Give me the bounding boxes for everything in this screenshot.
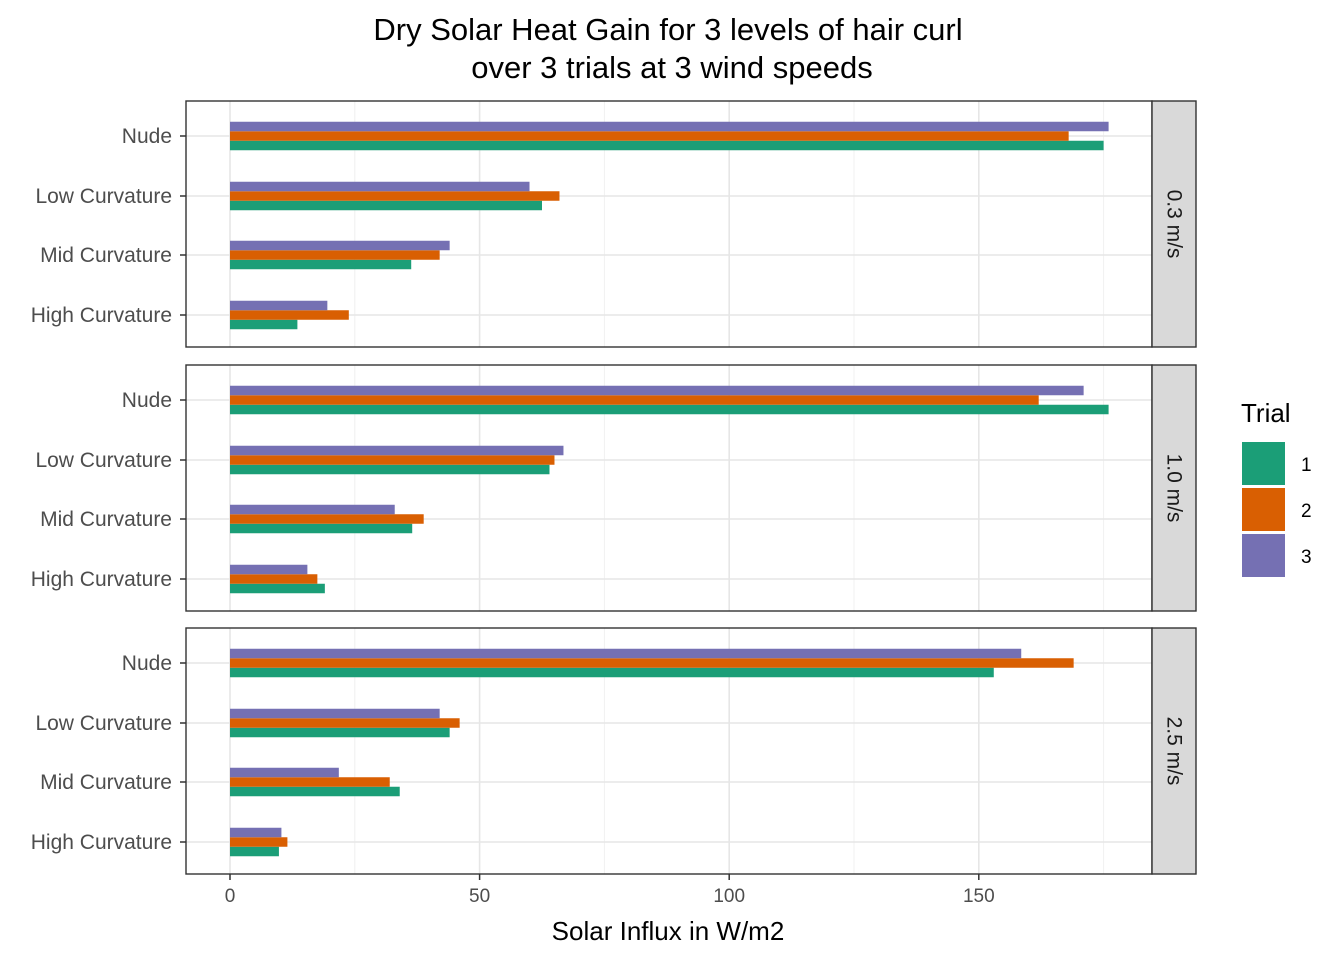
bar-trial-3 <box>230 385 1084 396</box>
y-tick-label: Low Curvature <box>35 712 172 735</box>
y-tick-label: Nude <box>122 652 172 675</box>
x-tick-label: 50 <box>469 886 490 907</box>
bar-trial-2 <box>230 131 1069 141</box>
chart-title: Dry Solar Heat Gain for 3 levels of hair… <box>373 12 962 47</box>
legend-title: Trial <box>1241 398 1291 428</box>
bar-trial-3 <box>230 504 395 515</box>
bar-trial-2 <box>230 191 560 201</box>
y-tick-label: Nude <box>122 389 172 412</box>
bar-trial-2 <box>230 837 288 847</box>
bar-trial-2 <box>230 310 349 320</box>
facet-strip <box>1151 364 1197 612</box>
y-tick-label: Mid Curvature <box>40 244 172 267</box>
bar-trial-1 <box>230 140 1104 151</box>
bar-trial-1 <box>230 523 413 534</box>
bar-trial-1 <box>230 727 450 738</box>
bar-trial-3 <box>230 767 339 778</box>
facet-strip-label: 1.0 m/s <box>1163 454 1186 523</box>
facet-strip-label: 0.3 m/s <box>1163 190 1186 259</box>
legend-key-2 <box>1242 488 1285 531</box>
panel-3: Nude Low Curvature Mid Curvature High Curva… <box>31 627 1197 875</box>
bar-trial-3 <box>230 648 1022 659</box>
facet-strip <box>1151 100 1197 348</box>
bar-trial-3 <box>230 121 1109 132</box>
bar-trial-2 <box>230 574 318 584</box>
bar-trial-1 <box>230 846 279 857</box>
bar-trial-1 <box>230 786 400 797</box>
bar-trial-2 <box>230 250 440 260</box>
bar-trial-1 <box>230 667 994 678</box>
x-axis: 0 50 100 150 <box>225 874 995 907</box>
panels: Nude Low Curvature Mid Curvature High Curva… <box>31 100 1197 875</box>
bar-trial-1 <box>230 404 1109 415</box>
legend-label-3: 3 <box>1301 547 1312 568</box>
bar-trial-3 <box>230 181 530 192</box>
bar-trial-2 <box>230 514 424 524</box>
x-tick-label: 0 <box>225 886 236 907</box>
bar-trial-2 <box>230 718 460 728</box>
bar-trial-1 <box>230 200 542 211</box>
y-tick-label: Nude <box>122 125 172 148</box>
y-tick-label: Mid Curvature <box>40 508 172 531</box>
bar-trial-1 <box>230 464 550 475</box>
bar-trial-2 <box>230 658 1074 668</box>
bar-trial-3 <box>230 445 564 456</box>
bar-trial-1 <box>230 259 412 270</box>
legend: Trial 1 2 3 <box>1241 398 1312 577</box>
bar-trial-3 <box>230 827 282 838</box>
bar-trial-2 <box>230 395 1039 405</box>
legend-label-2: 2 <box>1301 501 1312 522</box>
facet-strip-label: 2.5 m/s <box>1163 717 1186 786</box>
legend-label-1: 1 <box>1301 455 1312 476</box>
y-tick-label: Low Curvature <box>35 449 172 472</box>
bar-trial-2 <box>230 455 555 465</box>
y-tick-label: Mid Curvature <box>40 771 172 794</box>
bar-trial-1 <box>230 583 325 594</box>
bar-trial-2 <box>230 777 390 787</box>
x-tick-label: 150 <box>963 886 995 907</box>
y-tick-label: High Curvature <box>31 304 172 327</box>
bar-trial-3 <box>230 708 440 719</box>
bar-trial-3 <box>230 300 328 311</box>
panel-1: Nude Low Curvature Mid Curvature High Curva… <box>31 100 1197 348</box>
y-tick-label: Low Curvature <box>35 185 172 208</box>
x-axis-label: Solar Influx in W/m2 <box>552 916 785 946</box>
y-tick-label: High Curvature <box>31 568 172 591</box>
x-tick-label: 100 <box>713 886 745 907</box>
legend-key-3 <box>1242 534 1285 577</box>
bar-trial-3 <box>230 564 308 575</box>
bar-trial-3 <box>230 240 450 251</box>
y-tick-label: High Curvature <box>31 831 172 854</box>
bar-trial-1 <box>230 319 298 330</box>
panel-2: Nude Low Curvature Mid Curvature High Curva… <box>31 364 1197 612</box>
legend-key-1 <box>1242 442 1285 485</box>
facet-strip <box>1151 627 1197 875</box>
chart-subtitle: over 3 trials at 3 wind speeds <box>471 50 873 85</box>
